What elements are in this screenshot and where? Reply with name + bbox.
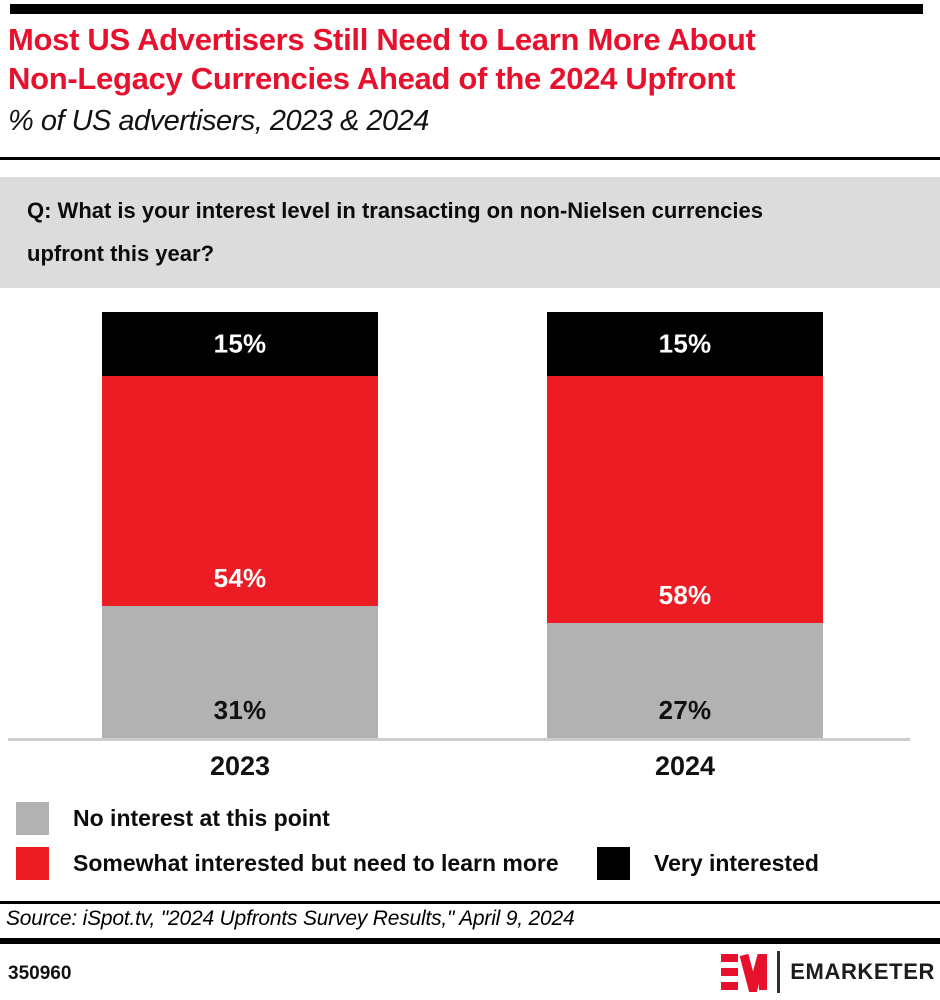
stacked-bar-2024: 15% 58% 27%	[547, 312, 823, 738]
chart-title-line1: Most US Advertisers Still Need to Learn …	[8, 22, 756, 57]
chart-subtitle: % of US advertisers, 2023 & 2024	[8, 105, 429, 137]
legend-swatch-no-interest	[16, 802, 49, 835]
x-axis-line	[8, 738, 910, 741]
bar-segment: 15%	[547, 312, 823, 376]
header-divider	[0, 157, 940, 160]
bar-value-label: 15%	[658, 328, 712, 359]
legend-label-very-interested: Very interested	[654, 850, 819, 876]
legend-label-no-interest: No interest at this point	[73, 805, 330, 831]
survey-question-line1: Q: What is your interest level in transa…	[27, 198, 763, 223]
legend-swatch-very-interested	[597, 847, 630, 880]
bar-value-label: 31%	[213, 694, 267, 725]
bar-segment: 27%	[547, 622, 823, 738]
legend-item-very-interested: Very interested	[597, 847, 819, 880]
legend-label-somewhat-interested: Somewhat interested but need to learn mo…	[73, 850, 559, 876]
bar-segment: 31%	[102, 605, 378, 738]
x-axis-label-2023: 2023	[209, 751, 271, 781]
top-accent-bar	[10, 4, 923, 14]
legend-item-no-interest: No interest at this point	[16, 802, 330, 835]
bar-segment: 15%	[102, 312, 378, 376]
survey-question-box: Q: What is your interest level in transa…	[0, 177, 940, 288]
bar-value-label: 15%	[213, 328, 267, 359]
bar-value-label: 58%	[658, 579, 712, 610]
source-line: Source: iSpot.tv, "2024 Upfronts Survey …	[6, 907, 575, 930]
bar-value-label: 27%	[658, 694, 712, 725]
footer-divider	[0, 938, 940, 944]
brand-name: EMARKETER	[790, 959, 935, 984]
source-divider-top	[0, 901, 940, 904]
legend-swatch-somewhat-interested	[16, 847, 49, 880]
stacked-bar-2023: 15% 54% 31%	[102, 312, 378, 738]
emarketer-monogram-icon	[721, 953, 768, 992]
survey-question-line2: upfront this year?	[27, 241, 215, 266]
logo-separator	[777, 951, 781, 993]
bar-segment: 58%	[547, 375, 823, 623]
chart-title-line2: Non-Legacy Currencies Ahead of the 2024 …	[8, 61, 736, 96]
legend-item-somewhat-interested: Somewhat interested but need to learn mo…	[16, 847, 559, 880]
survey-question-text: Q: What is your interest level in transa…	[0, 177, 927, 275]
bar-segment: 54%	[102, 375, 378, 606]
chart-id: 350960	[8, 963, 72, 984]
emarketer-logo: EMARKETER	[721, 951, 935, 993]
chart-title: Most US Advertisers Still Need to Learn …	[8, 20, 933, 98]
bar-value-label: 54%	[213, 562, 267, 593]
x-axis-label-2024: 2024	[654, 751, 716, 781]
